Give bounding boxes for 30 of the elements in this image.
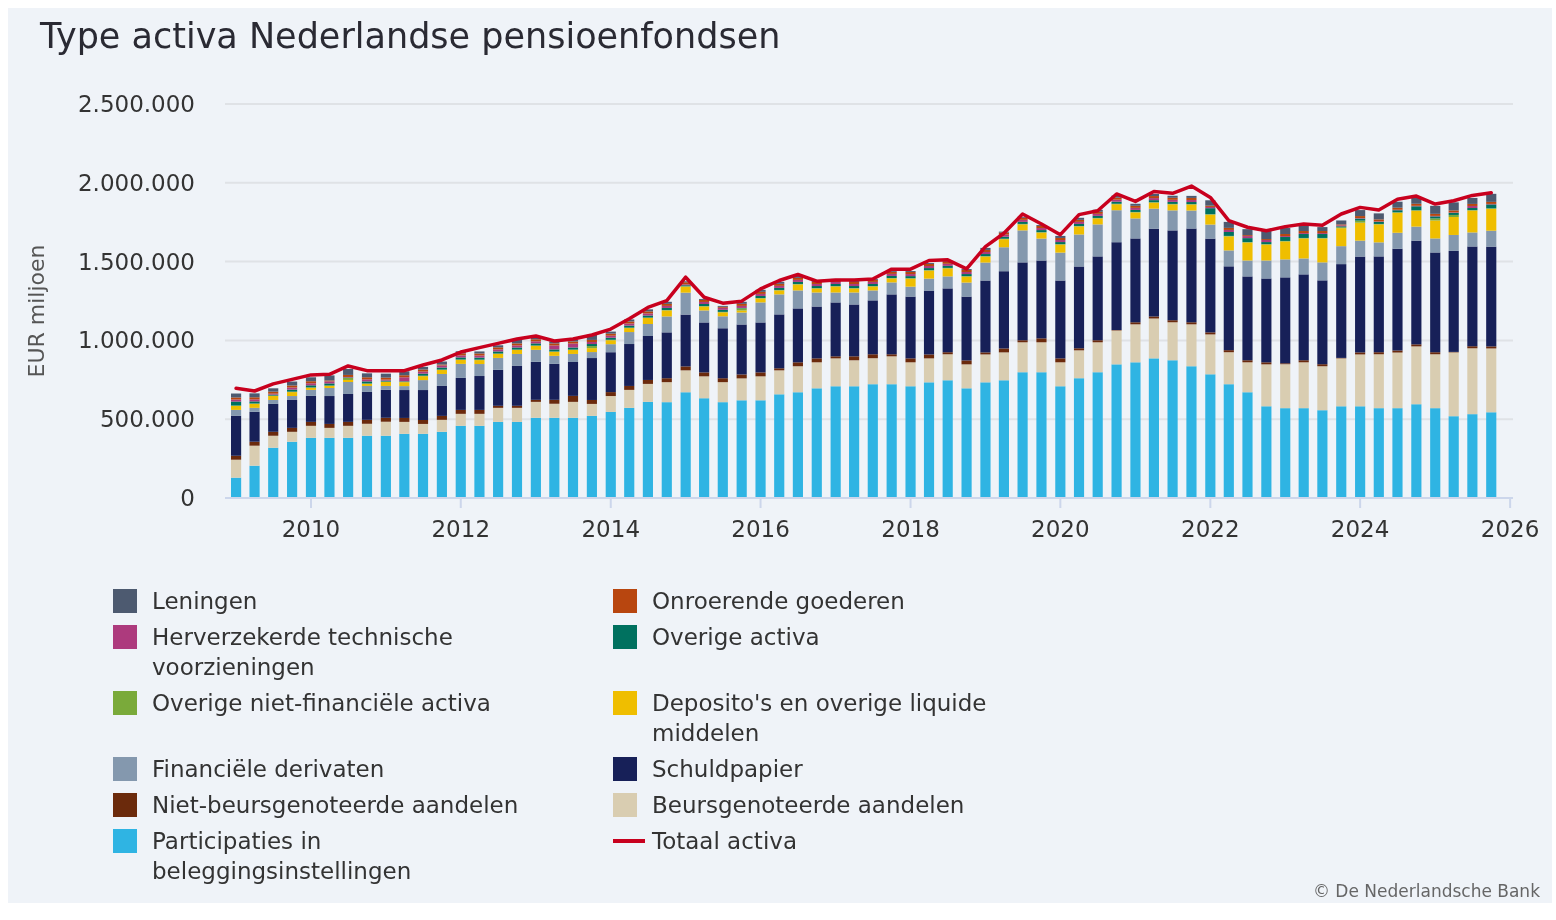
- legend-label: Onroerende goederen: [652, 588, 905, 614]
- x-tick-label: 2020: [1031, 516, 1090, 542]
- x-tick-label: 2022: [1181, 516, 1240, 542]
- legend-label: Deposito's en overige liquide middelen: [652, 690, 987, 746]
- legend-label: Overige niet-financiële activa: [152, 690, 491, 716]
- legend-label: Totaal activa: [651, 828, 797, 854]
- x-tick-label: 2016: [731, 516, 790, 542]
- chart-title: Type activa Nederlandse pensioenfondsen: [39, 16, 781, 56]
- legend-label: Financiële derivaten: [152, 756, 385, 782]
- y-tick-label: 0: [180, 485, 195, 511]
- x-tick-label: 2024: [1330, 516, 1390, 542]
- legend-label: Beursgenoteerde aandelen: [652, 792, 965, 818]
- legend-label: Niet-beursgenoteerde aandelen: [152, 792, 519, 818]
- legend-label: Herverzekerde technische voorzieningen: [152, 624, 453, 680]
- y-tick-label: 2.000.000: [77, 169, 195, 196]
- legend-label: Overige activa: [652, 624, 820, 650]
- legend-label: Schuldpapier: [652, 756, 804, 782]
- y-tick-label: 500.000: [99, 406, 195, 433]
- y-tick-label: 1.500.000: [77, 248, 195, 275]
- y-tick-label: 2.500.000: [77, 91, 195, 117]
- x-tick-label: 2018: [881, 516, 940, 542]
- x-tick-label: 2012: [431, 516, 491, 542]
- y-tick-label: 1.000.000: [77, 327, 195, 354]
- y-axis-title: EUR miljoen: [24, 244, 49, 378]
- legend-label: Participaties in beleggingsinstellingen: [152, 828, 412, 884]
- text: © De Nederlandsche Bank: [1312, 881, 1541, 901]
- x-tick-label: 2010: [281, 516, 341, 542]
- x-tick-label: 2026: [1480, 516, 1540, 542]
- legend-label: Leningen: [152, 588, 258, 614]
- x-tick-label: 2014: [581, 516, 641, 542]
